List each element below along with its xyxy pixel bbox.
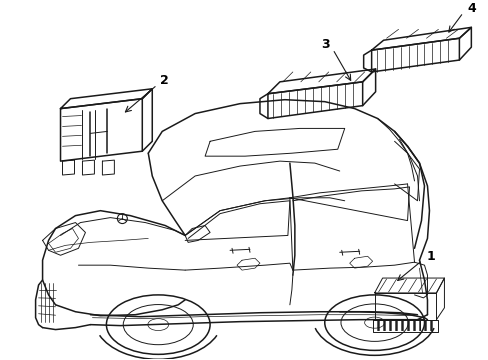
Text: 1: 1 bbox=[426, 250, 434, 263]
Text: 4: 4 bbox=[467, 2, 475, 15]
Text: 3: 3 bbox=[321, 38, 329, 51]
Text: 2: 2 bbox=[160, 75, 169, 87]
